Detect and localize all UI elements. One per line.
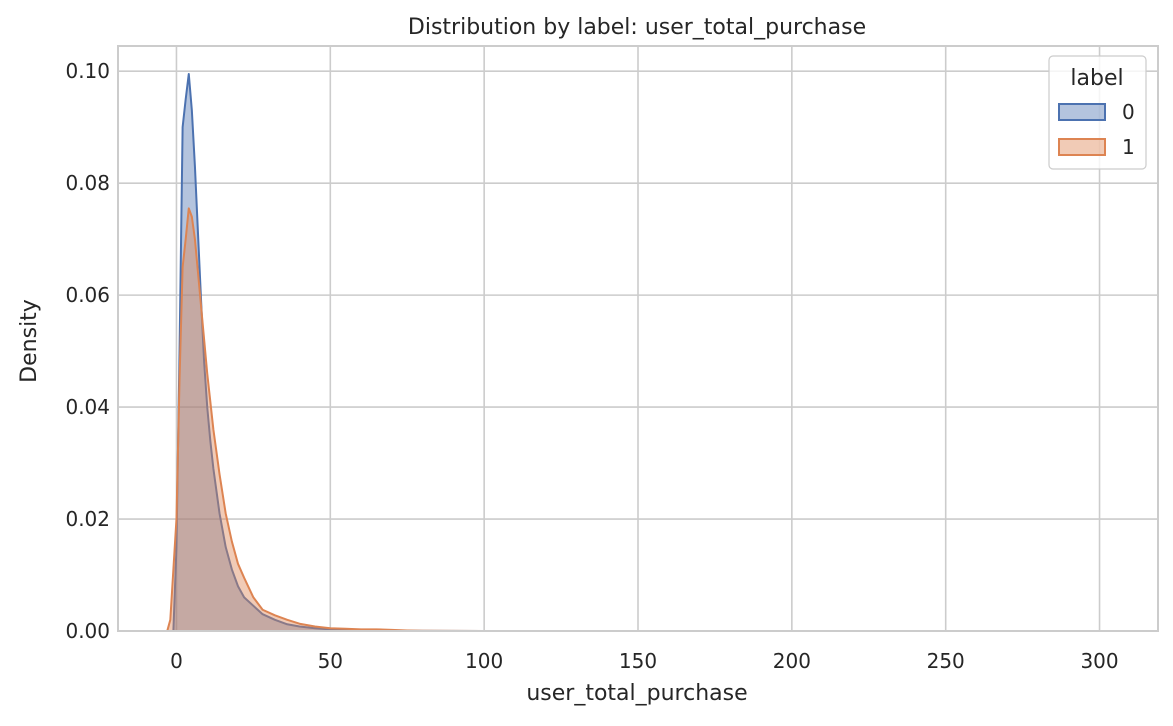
chart-title: Distribution by label: user_total_purcha… bbox=[408, 15, 866, 40]
x-tick-label-6: 300 bbox=[1080, 649, 1118, 673]
x-tick-label-1: 50 bbox=[318, 649, 343, 673]
series-layer bbox=[166, 72, 485, 632]
y-tick-label-3: 0.06 bbox=[65, 283, 110, 307]
y-tick-label-2: 0.04 bbox=[65, 395, 110, 419]
plot-border bbox=[117, 45, 1159, 632]
legend-label-1: 1 bbox=[1122, 135, 1135, 159]
x-tick-label-4: 200 bbox=[773, 649, 811, 673]
series-1-line bbox=[166, 207, 485, 632]
plot-frame bbox=[117, 45, 1159, 632]
y-tick-label-1: 0.02 bbox=[65, 507, 110, 531]
y-tick-label-5: 0.10 bbox=[65, 59, 110, 83]
x-tick-label-2: 100 bbox=[465, 649, 503, 673]
y-tick-label-0: 0.00 bbox=[65, 619, 110, 643]
x-axis-label: user_total_purchase bbox=[526, 681, 747, 706]
series-0-area bbox=[173, 73, 485, 632]
x-tick-label-0: 0 bbox=[170, 649, 183, 673]
x-tick-label-5: 250 bbox=[927, 649, 965, 673]
y-tick-label-4: 0.08 bbox=[65, 171, 110, 195]
series-1-area bbox=[167, 208, 485, 631]
x-tick-label-3: 150 bbox=[619, 649, 657, 673]
tick-labels: 0 50 100 150 200 250 300 0.00 0.02 0.04 0.06 0.08 0.… bbox=[65, 59, 1118, 673]
series-0-line bbox=[172, 72, 485, 632]
legend-box bbox=[1048, 55, 1147, 170]
y-axis-label: Density bbox=[17, 299, 42, 383]
legend-label-0: 0 bbox=[1122, 100, 1135, 124]
legend-swatch-0 bbox=[1058, 103, 1106, 121]
legend-swatch-1 bbox=[1058, 138, 1106, 156]
legend: label 0 1 bbox=[1048, 55, 1147, 170]
legend-title: label bbox=[1070, 66, 1123, 91]
